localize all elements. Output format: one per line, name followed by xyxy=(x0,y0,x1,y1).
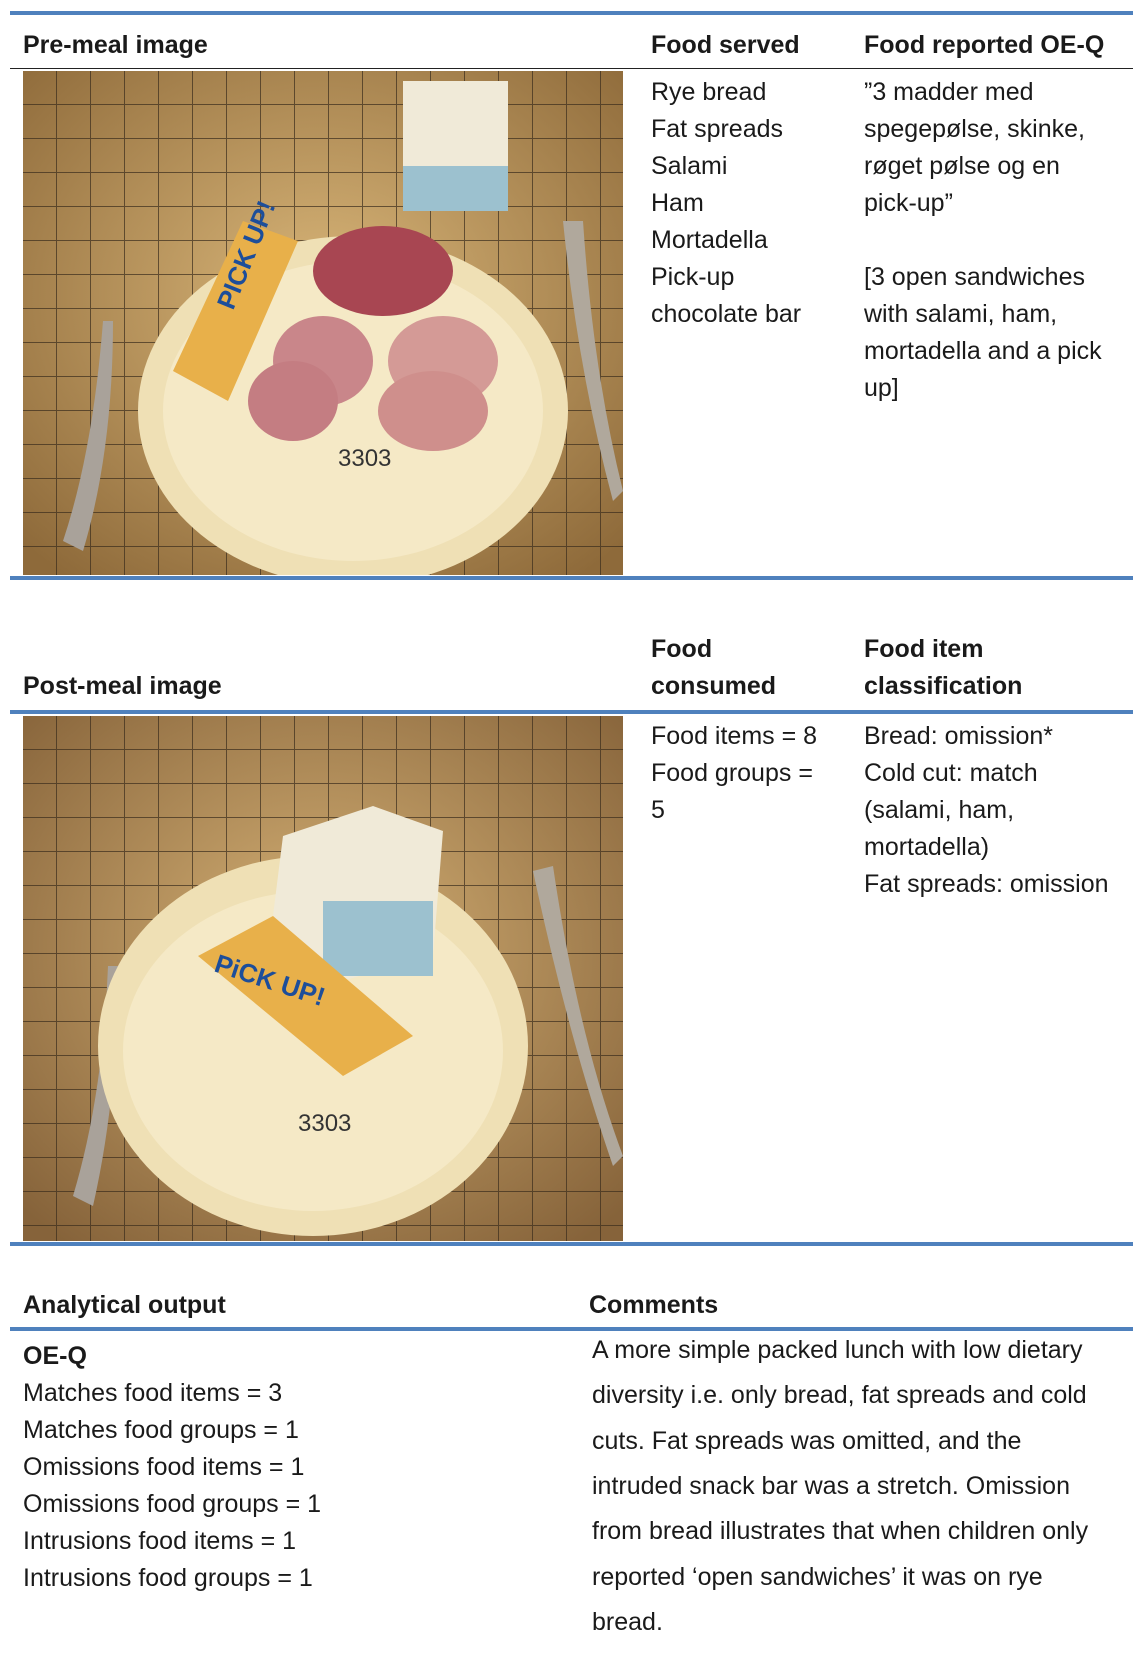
subheading: OE-Q xyxy=(23,1342,87,1370)
text-line: chocolate bar xyxy=(651,300,802,328)
text-line: ”3 madder med xyxy=(864,78,1034,106)
text-line: bread. xyxy=(592,1607,663,1636)
text-line: Food items = 8 xyxy=(651,722,818,750)
header: Pre-meal image xyxy=(23,31,208,59)
header: consumed xyxy=(651,672,777,700)
text-line: pick-up” xyxy=(864,189,953,217)
text-line: cuts. Fat spreads was omitted, and the xyxy=(592,1426,1022,1455)
text-line: Omissions food items = 1 xyxy=(23,1453,305,1481)
text-line: mortadella) xyxy=(864,833,990,861)
rule xyxy=(10,576,1133,580)
text-line: Fat spreads: omission xyxy=(864,870,1109,898)
header: Food served xyxy=(651,31,800,59)
text-line: Bread: omission* xyxy=(864,722,1053,750)
text-line: mortadella and a pick xyxy=(864,337,1102,365)
text-line: Food groups = xyxy=(651,759,813,787)
header: Analytical output xyxy=(23,1291,226,1319)
photo-text: 3303 xyxy=(338,445,391,472)
text-line: 5 xyxy=(651,796,665,824)
text-line: spegepølse, skinke, xyxy=(864,115,1085,143)
text-line: up] xyxy=(864,374,899,402)
header: classification xyxy=(864,672,1023,700)
rule xyxy=(10,1327,1133,1331)
rule xyxy=(10,710,1133,714)
rule xyxy=(10,11,1133,15)
text-line: from bread illustrates that when childre… xyxy=(592,1517,1089,1546)
header: Food xyxy=(651,635,713,663)
text-line: Rye bread xyxy=(651,78,767,106)
text-line: Matches food items = 3 xyxy=(23,1379,283,1407)
text-line: intruded snack bar was a stretch. Omissi… xyxy=(592,1471,1070,1500)
text-line: Pick-up xyxy=(651,263,735,291)
post-meal-photo: PiCK UP! 3303 xyxy=(23,716,623,1241)
text-line: Fat spreads xyxy=(651,115,784,143)
text-line: A more simple packed lunch with low diet… xyxy=(592,1336,1083,1364)
text-line: Omissions food groups = 1 xyxy=(23,1490,322,1518)
text-line: røget pølse og en xyxy=(864,152,1060,180)
text-line: Ham xyxy=(651,189,704,217)
text-line: with salami, ham, xyxy=(864,300,1058,328)
text-line: Intrusions food groups = 1 xyxy=(23,1564,313,1592)
text-line: (salami, ham, xyxy=(864,796,1015,824)
header: Food item xyxy=(864,635,984,663)
header: Post-meal image xyxy=(23,672,222,700)
text-line: Mortadella xyxy=(651,226,768,254)
text-line: reported ‘open sandwiches’ it was on rye xyxy=(592,1562,1043,1591)
text-line: diversity i.e. only bread, fat spreads a… xyxy=(592,1381,1087,1410)
text-line: Cold cut: match xyxy=(864,759,1038,787)
text-line: Intrusions food items = 1 xyxy=(23,1527,297,1555)
rule xyxy=(10,68,1133,69)
rule xyxy=(10,1242,1133,1246)
text-line: Salami xyxy=(651,152,728,180)
text-line: [3 open sandwiches xyxy=(864,263,1085,291)
header: Food reported OE-Q xyxy=(864,31,1105,59)
pre-meal-photo: PICK UP! 3303 xyxy=(23,71,623,575)
header: Comments xyxy=(589,1291,719,1319)
text-line: Matches food groups = 1 xyxy=(23,1416,299,1444)
photo-text: 3303 xyxy=(298,1110,351,1137)
